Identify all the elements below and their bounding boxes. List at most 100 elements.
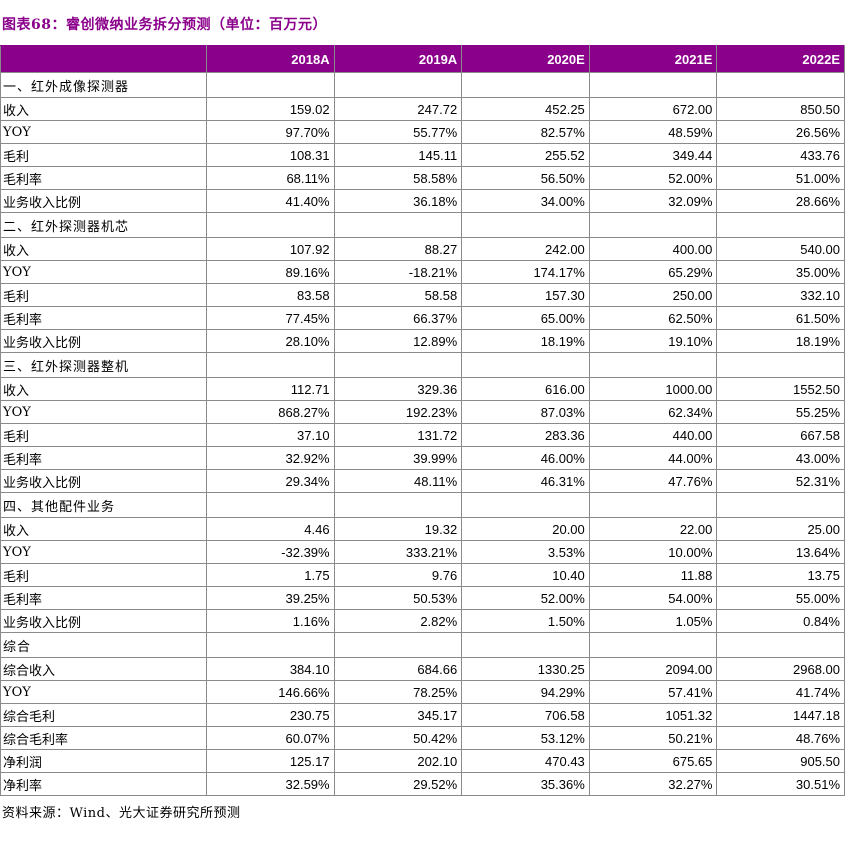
cell-value: 20.00: [461, 517, 590, 541]
column-header: 2019A: [333, 45, 463, 73]
table-row: YOY -32.39% 333.21% 3.53% 10.00% 13.64%: [0, 540, 845, 564]
table-row: 毛利 1.75 9.76 10.40 11.88 13.75: [0, 563, 845, 587]
cell-value: 83.58: [206, 283, 335, 307]
cell-value: 112.71: [206, 377, 335, 401]
cell-value: 34.00%: [461, 189, 590, 213]
cell-value: 32.92%: [206, 446, 335, 470]
row-label: 净利率: [0, 772, 207, 796]
cell-value: 230.75: [206, 703, 335, 727]
cell-value: 333.21%: [333, 540, 463, 564]
row-label: 净利润: [0, 749, 207, 773]
cell-value: 10.00%: [588, 540, 718, 564]
cell-value: 82.57%: [461, 120, 590, 144]
table-row: 业务收入比例 41.40% 36.18% 34.00% 32.09% 28.66%: [0, 189, 845, 213]
forecast-table: 2018A 2019A 2020E 2021E 2022E 一、红外成像探测器 收入 159…: [0, 45, 845, 796]
cell-value: 35.36%: [461, 772, 590, 796]
cell-value: 46.00%: [461, 446, 590, 470]
table-row: 收入 112.71 329.36 616.00 1000.00 1552.50: [0, 377, 845, 401]
row-label: 毛利: [0, 143, 207, 167]
cell-value: 400.00: [588, 237, 718, 261]
row-label: 业务收入比例: [0, 469, 207, 493]
cell-value: 48.11%: [333, 469, 463, 493]
empty-cell: [716, 352, 845, 378]
cell-value: 384.10: [206, 657, 335, 681]
section-row: 三、红外探测器整机: [0, 352, 845, 378]
cell-value: 667.58: [716, 423, 845, 447]
table-row: 综合毛利 230.75 345.17 706.58 1051.32 1447.18: [0, 703, 845, 727]
cell-value: 89.16%: [206, 260, 335, 284]
section-label: 四、其他配件业务: [0, 492, 207, 518]
cell-value: 131.72: [333, 423, 463, 447]
cell-value: 18.19%: [461, 329, 590, 353]
cell-value: 12.89%: [333, 329, 463, 353]
section-row: 一、红外成像探测器: [0, 72, 845, 98]
cell-value: 62.50%: [588, 306, 718, 330]
cell-value: 1.05%: [588, 609, 718, 633]
section-label: 一、红外成像探测器: [0, 72, 207, 98]
table-row: 收入 107.92 88.27 242.00 400.00 540.00: [0, 237, 845, 261]
cell-value: 672.00: [588, 97, 718, 121]
table-row: 业务收入比例 1.16% 2.82% 1.50% 1.05% 0.84%: [0, 609, 845, 633]
table-row: 收入 159.02 247.72 452.25 672.00 850.50: [0, 97, 845, 121]
table-row: YOY 89.16% -18.21% 174.17% 65.29% 35.00%: [0, 260, 845, 284]
cell-value: 78.25%: [333, 680, 463, 704]
cell-value: 247.72: [333, 97, 463, 121]
cell-value: 192.23%: [333, 400, 463, 424]
row-label: 收入: [0, 97, 207, 121]
cell-value: 13.75: [716, 563, 845, 587]
cell-value: 108.31: [206, 143, 335, 167]
cell-value: 255.52: [461, 143, 590, 167]
row-label: 毛利: [0, 283, 207, 307]
section-label: 二、红外探测器机芯: [0, 212, 207, 238]
cell-value: 77.45%: [206, 306, 335, 330]
empty-cell: [716, 212, 845, 238]
empty-cell: [461, 632, 590, 658]
table-row: 毛利率 39.25% 50.53% 52.00% 54.00% 55.00%: [0, 586, 845, 610]
empty-cell: [206, 492, 335, 518]
row-label: 业务收入比例: [0, 189, 207, 213]
table-header-row: 2018A 2019A 2020E 2021E 2022E: [0, 45, 845, 73]
cell-value: 202.10: [333, 749, 463, 773]
table-row: 毛利率 68.11% 58.58% 56.50% 52.00% 51.00%: [0, 166, 845, 190]
cell-value: 452.25: [461, 97, 590, 121]
cell-value: 39.99%: [333, 446, 463, 470]
table-row: 综合收入 384.10 684.66 1330.25 2094.00 2968.00: [0, 657, 845, 681]
cell-value: 37.10: [206, 423, 335, 447]
cell-value: 684.66: [333, 657, 463, 681]
cell-value: 35.00%: [716, 260, 845, 284]
cell-value: 616.00: [461, 377, 590, 401]
cell-value: 57.41%: [588, 680, 718, 704]
cell-value: 1.50%: [461, 609, 590, 633]
cell-value: 60.07%: [206, 726, 335, 750]
cell-value: 1330.25: [461, 657, 590, 681]
cell-value: 94.29%: [461, 680, 590, 704]
cell-value: 146.66%: [206, 680, 335, 704]
cell-value: 1051.32: [588, 703, 718, 727]
cell-value: 28.10%: [206, 329, 335, 353]
cell-value: 868.27%: [206, 400, 335, 424]
row-label: 收入: [0, 517, 207, 541]
cell-value: 48.76%: [716, 726, 845, 750]
cell-value: 242.00: [461, 237, 590, 261]
cell-value: 2968.00: [716, 657, 845, 681]
cell-value: 32.59%: [206, 772, 335, 796]
cell-value: 22.00: [588, 517, 718, 541]
cell-value: 32.27%: [588, 772, 718, 796]
row-label: 毛利率: [0, 166, 207, 190]
cell-value: 52.00%: [461, 586, 590, 610]
cell-value: 54.00%: [588, 586, 718, 610]
cell-value: 11.88: [588, 563, 718, 587]
row-label: 毛利率: [0, 586, 207, 610]
figure-title: 图表68：睿创微纳业务拆分预测（单位：百万元）: [2, 17, 327, 33]
table-row: 收入 4.46 19.32 20.00 22.00 25.00: [0, 517, 845, 541]
empty-cell: [588, 632, 718, 658]
table-row: 业务收入比例 28.10% 12.89% 18.19% 19.10% 18.19%: [0, 329, 845, 353]
table-row: YOY 868.27% 192.23% 87.03% 62.34% 55.25%: [0, 400, 845, 424]
cell-value: 157.30: [461, 283, 590, 307]
empty-cell: [716, 72, 845, 98]
source-note: 资料来源：Wind、光大证券研究所预测: [2, 806, 241, 821]
row-label: YOY: [0, 680, 207, 704]
cell-value: 62.34%: [588, 400, 718, 424]
cell-value: 283.36: [461, 423, 590, 447]
section-label: 综合: [0, 632, 207, 658]
